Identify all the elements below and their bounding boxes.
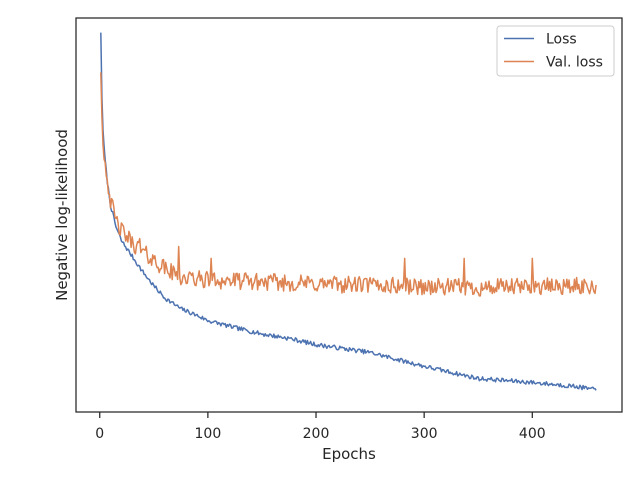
x-tick-label-400: 400	[519, 426, 546, 442]
series-line-val-loss	[100, 72, 597, 297]
series-line-loss	[100, 32, 597, 391]
x-axis-title: Epochs	[322, 445, 376, 463]
legend: Loss Val. loss	[496, 25, 615, 77]
x-tick-label-200: 200	[303, 426, 330, 442]
plot-lines	[100, 32, 597, 391]
legend-label-loss: Loss	[546, 32, 577, 48]
x-tick-label-300: 300	[411, 426, 438, 442]
plot-frame	[75, 17, 623, 413]
legend-label-val-loss: Val. loss	[546, 55, 603, 71]
y-axis-title: Negative log-likelihood	[53, 129, 71, 301]
x-tick-label-0: 0	[95, 426, 104, 442]
x-tick-label-100: 100	[195, 426, 222, 442]
x-axis-ticks: 0 100 200 300 400	[95, 412, 546, 442]
